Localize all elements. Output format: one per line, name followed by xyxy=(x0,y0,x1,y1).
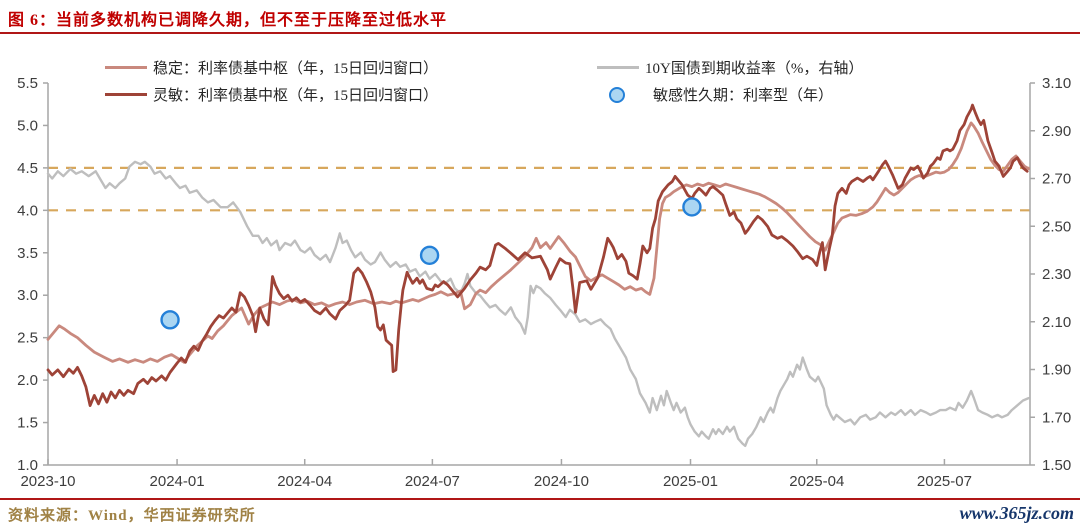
legend-item-marker: 敏感性久期：利率型（年） xyxy=(597,84,833,105)
title-divider xyxy=(0,32,1080,34)
series-line-sensitive xyxy=(46,103,1029,408)
legend-item-yield: 10Y国债到期收益率（%，右轴） xyxy=(597,57,863,78)
left-tick-label: 3.5 xyxy=(17,245,38,262)
sensitive-line-swatch-icon xyxy=(105,93,147,96)
x-tick-label: 2024-01 xyxy=(150,473,205,490)
legend-label-stable: 稳定：利率债基中枢（年，15日回归窗口） xyxy=(153,61,439,77)
legend-label-sensitive: 灵敏：利率债基中枢（年，15日回归窗口） xyxy=(153,88,439,104)
right-tick-label: 2.30 xyxy=(1042,266,1071,283)
yield-line-swatch-icon xyxy=(597,66,639,69)
marker-circle-swatch-icon xyxy=(609,86,625,103)
right-tick-label: 2.70 xyxy=(1042,171,1071,188)
left-tick-label: 1.0 xyxy=(17,457,38,474)
x-tick-label: 2024-10 xyxy=(534,473,589,490)
x-tick-label: 2025-04 xyxy=(789,473,844,490)
right-tick-label: 1.50 xyxy=(1042,457,1071,474)
left-tick-label: 4.0 xyxy=(17,202,38,219)
x-tick-label: 2025-07 xyxy=(917,473,972,490)
series-line-yield10y xyxy=(46,160,1030,448)
left-tick-label: 3.0 xyxy=(17,287,38,304)
x-tick-label: 2023-10 xyxy=(20,473,75,490)
right-tick-label: 1.70 xyxy=(1042,409,1071,426)
marker-sensitive-duration xyxy=(682,197,702,217)
source-note: 资料来源：Wind，华西证券研究所 xyxy=(8,508,256,524)
chart-title: 图 6：当前多数机构已调降久期，但不至于压降至过低水平 xyxy=(8,12,448,29)
legend-item-stable: 稳定：利率债基中枢（年，15日回归窗口） xyxy=(105,57,438,78)
right-tick-label: 2.50 xyxy=(1042,218,1071,235)
right-tick-label: 2.90 xyxy=(1042,123,1071,140)
left-tick-label: 5.5 xyxy=(17,75,38,92)
x-tick-label: 2025-01 xyxy=(663,473,718,490)
x-tick-label: 2024-07 xyxy=(405,473,460,490)
right-tick-label: 3.10 xyxy=(1042,75,1071,92)
left-tick-label: 4.5 xyxy=(17,160,38,177)
left-tick-label: 5.0 xyxy=(17,117,38,134)
legend-item-sensitive: 灵敏：利率债基中枢（年，15日回归窗口） xyxy=(105,84,438,105)
footer-divider xyxy=(0,498,1080,500)
right-tick-label: 2.10 xyxy=(1042,314,1071,331)
legend-label-marker: 敏感性久期：利率型（年） xyxy=(653,88,834,104)
left-tick-label: 2.5 xyxy=(17,330,38,347)
right-tick-label: 1.90 xyxy=(1042,362,1071,379)
stable-line-swatch-icon xyxy=(105,66,147,69)
left-tick-label: 2.0 xyxy=(17,372,38,389)
x-tick-label: 2024-04 xyxy=(277,473,332,490)
watermark: www.365jz.com xyxy=(959,503,1074,523)
marker-sensitive-duration xyxy=(419,245,440,266)
legend-label-yield: 10Y国债到期收益率（%，右轴） xyxy=(645,61,864,77)
series-line-stable xyxy=(46,121,1030,364)
marker-sensitive-duration xyxy=(160,310,180,330)
left-tick-label: 1.5 xyxy=(17,415,38,432)
